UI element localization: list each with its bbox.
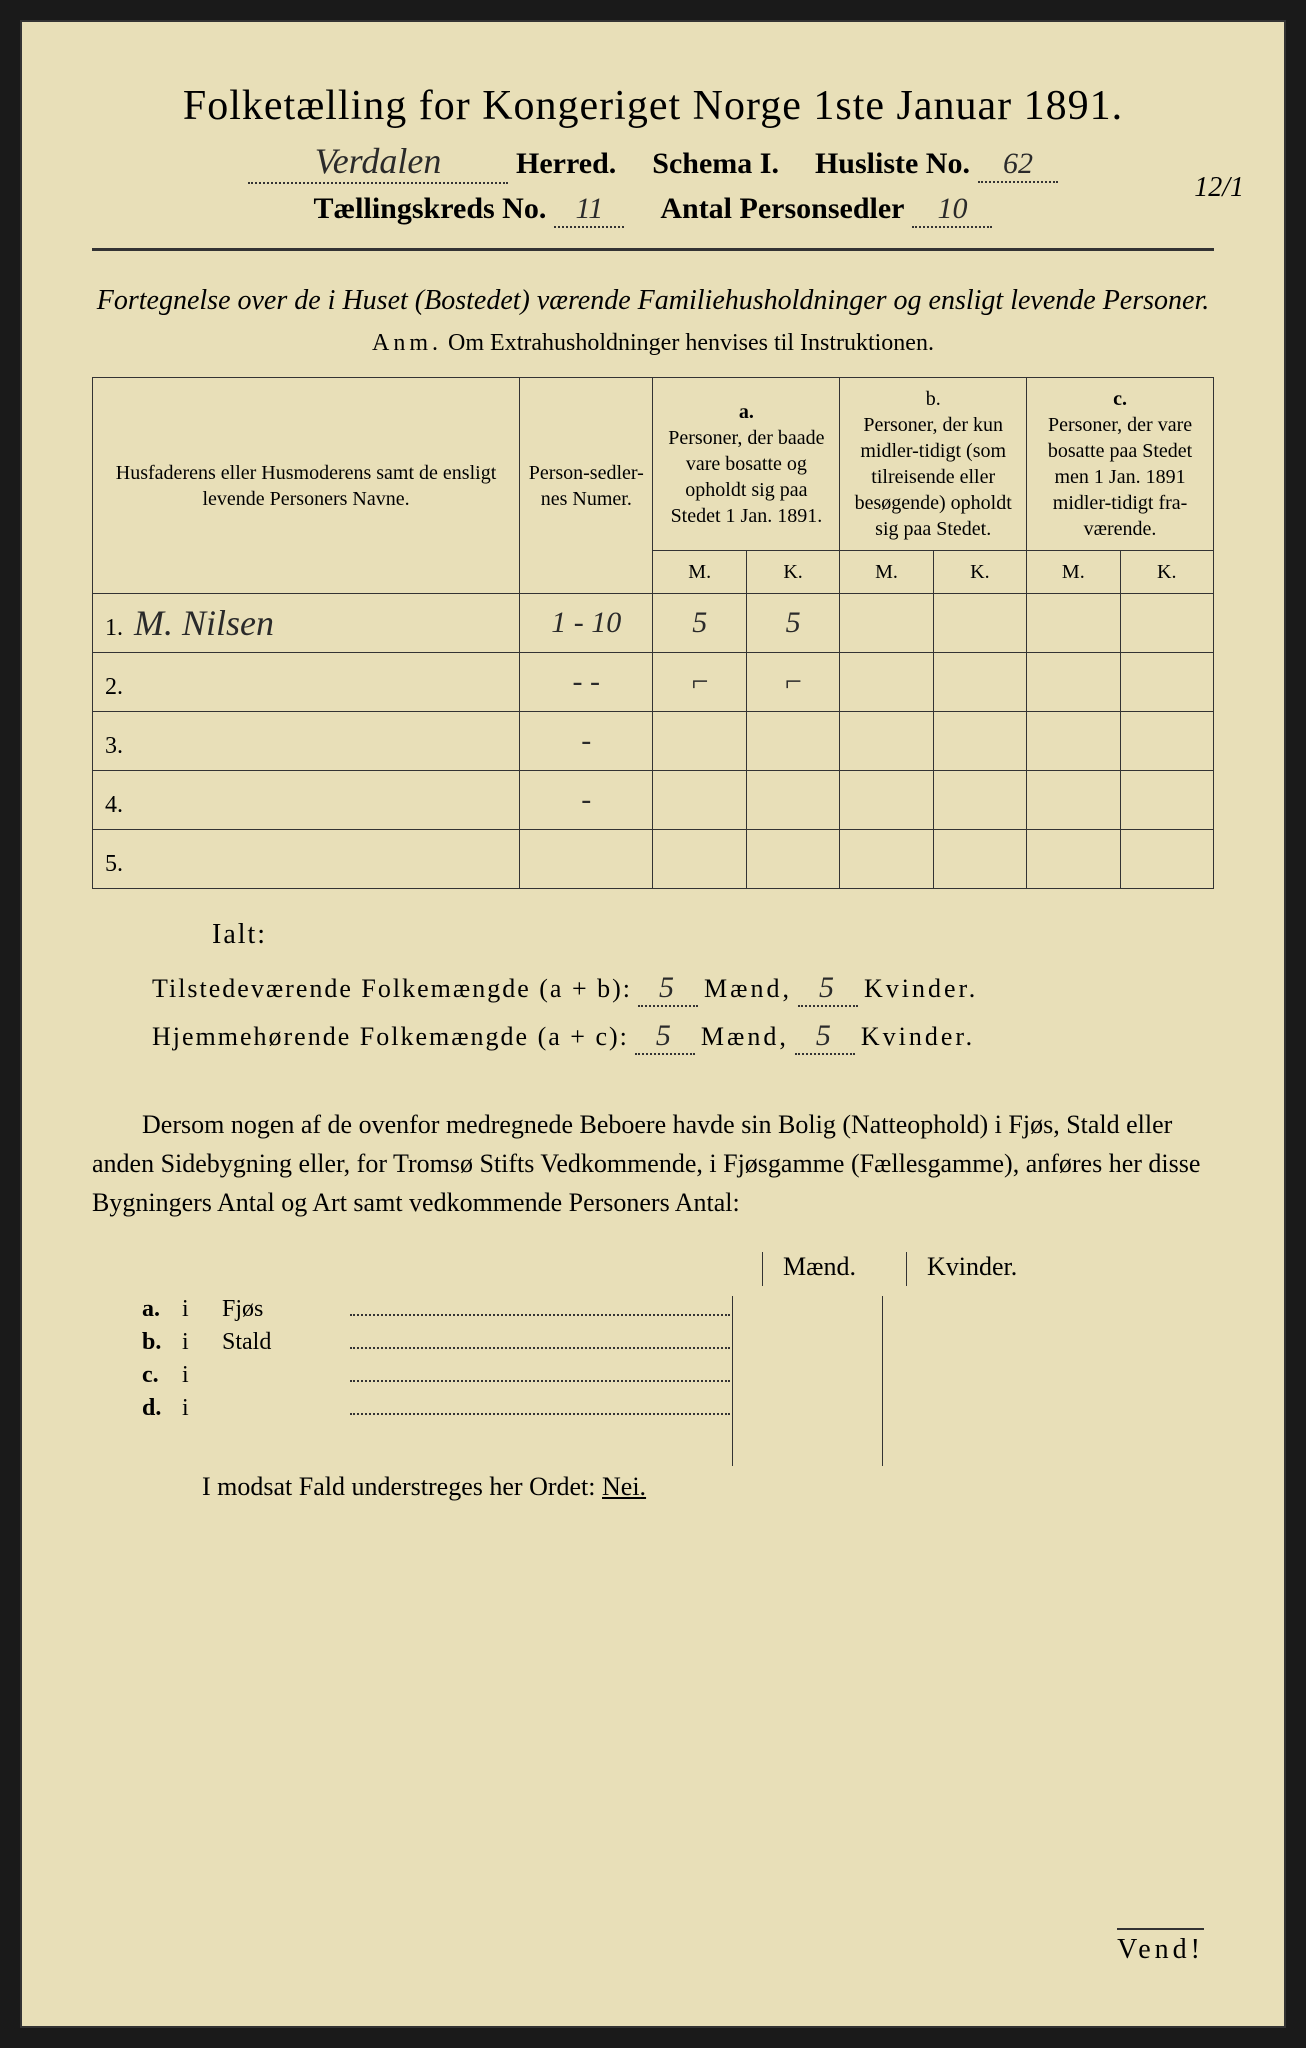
table-row: 2. - -⌐⌐ [93,653,1214,712]
summary1-m: 5 [638,971,698,1007]
margin-note: 12/1 [1194,172,1244,204]
mk-kvinder: Kvinder. [906,1252,1017,1286]
husliste-value: 62 [978,147,1058,183]
maend-label2: Mænd, [701,1022,789,1052]
th-a-text: Personer, der baade vare bosatte og opho… [668,427,824,527]
table-row: 3. - [93,712,1214,771]
census-form-page: Folketælling for Kongeriget Norge 1ste J… [20,20,1286,2028]
vend-label: Vend! [1117,1928,1204,1966]
form-title: Folketælling for Kongeriget Norge 1ste J… [92,82,1214,130]
summary2-k: 5 [795,1019,855,1055]
ialt-label: Ialt: [212,919,1214,951]
kvinder-label2: Kvinder. [861,1022,975,1052]
schema-label: Schema I. [652,147,779,181]
th-c-text: Personer, der vare bosatte paa Stedet me… [1048,414,1192,540]
summary-line-2: Hjemmehørende Folkemængde (a + c): 5 Mæn… [152,1019,1214,1055]
outbuilding-row: d.i [142,1395,1214,1422]
husliste-label: Husliste No. [815,147,970,181]
summary1-label: Tilstedeværende Folkemængde (a + b): [152,974,632,1004]
antal-label: Antal Personsedler [660,192,904,226]
kreds-label: Tællingskreds No. [314,192,547,226]
header-line-2: Tællingskreds No. 11 Antal Personsedler … [92,192,1214,228]
th-a-m: M. [653,551,746,594]
census-table: Husfaderens eller Husmoderens samt de en… [92,377,1214,889]
table-row: 4. - [93,771,1214,830]
antal-value: 10 [912,192,992,228]
table-row: 5. [93,830,1214,889]
summary-line-1: Tilstedeværende Folkemængde (a + b): 5 M… [152,971,1214,1007]
outbuilding-row: b.iStald [142,1329,1214,1356]
mk-maend: Mænd. [762,1252,856,1286]
kvinder-label: Kvinder. [864,974,978,1004]
th-numer: Person-sedler-nes Numer. [520,378,653,594]
th-b-label: b. [926,388,941,410]
herred-value: Verdalen [248,140,508,184]
summary2-label: Hjemmehørende Folkemængde (a + c): [152,1022,629,1052]
herred-label: Herred. [516,147,616,181]
th-a-label: a. [739,401,754,423]
modsat-nei: Nei. [602,1472,646,1501]
mk-header: Mænd. Kvinder. [762,1252,1214,1286]
table-row: 1. M. Nilsen1 - 1055 [93,594,1214,653]
th-b-text: Personer, der kun midler-tidigt (som til… [855,414,1012,540]
th-c-k: K. [1120,551,1213,594]
outbuilding-row: a.iFjøs [142,1296,1214,1323]
th-b: b. Personer, der kun midler-tidigt (som … [840,378,1027,551]
th-c: c. Personer, der vare bosatte paa Stedet… [1027,378,1214,551]
summary1-k: 5 [798,971,858,1007]
outbuilding-row: c.i [142,1362,1214,1389]
modsat-line: I modsat Fald understreges her Ordet: Ne… [202,1472,1214,1502]
anm-text: Om Extrahusholdninger henvises til Instr… [448,330,934,356]
th-name: Husfaderens eller Husmoderens samt de en… [93,378,520,594]
summary2-m: 5 [635,1019,695,1055]
th-a: a. Personer, der baade vare bosatte og o… [653,378,840,551]
th-a-k: K. [746,551,839,594]
th-c-label: c. [1113,388,1127,410]
maend-label: Mænd, [704,974,792,1004]
outbuilding-paragraph: Dersom nogen af de ovenfor medregnede Be… [92,1105,1214,1222]
divider [92,248,1214,251]
header-line-1: Verdalen Herred. Schema I. Husliste No. … [92,140,1214,184]
anm-line: Anm. Om Extrahusholdninger henvises til … [92,330,1214,357]
subtitle-text: Fortegnelse over de i Huset (Bostedet) v… [97,285,1209,316]
subtitle: Fortegnelse over de i Huset (Bostedet) v… [92,281,1214,320]
anm-label: Anm. [372,330,442,356]
kreds-value: 11 [554,192,624,228]
th-b-k: K. [933,551,1026,594]
th-b-m: M. [840,551,933,594]
th-c-m: M. [1027,551,1120,594]
modsat-pre: I modsat Fald understreges her Ordet: [202,1472,602,1501]
outbuildings-list: a.iFjøs b.iStald c.i d.i [92,1296,1214,1422]
